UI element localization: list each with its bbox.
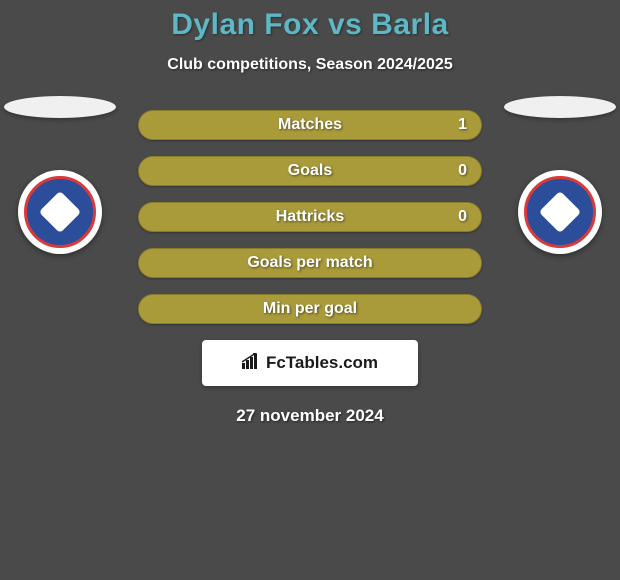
- stat-bar: Goals per match: [138, 248, 482, 278]
- club-logo-inner: [24, 176, 96, 248]
- stat-bar-label: Goals per match: [247, 254, 372, 272]
- date-text: 27 november 2024: [0, 406, 620, 426]
- stat-bar-label: Matches: [278, 116, 342, 134]
- club-logo-center: [39, 191, 81, 233]
- player-right-club-logo: [518, 170, 602, 254]
- club-logo-center: [539, 191, 581, 233]
- player-right-column: [500, 96, 620, 254]
- stat-bar-value-right: 0: [458, 162, 467, 180]
- player-left-column: [0, 96, 120, 254]
- bar-chart-icon: [242, 353, 262, 374]
- player-left-club-logo: [18, 170, 102, 254]
- brand-text: FcTables.com: [242, 353, 378, 374]
- stat-bar-label: Goals: [288, 162, 332, 180]
- stat-bar-label: Min per goal: [263, 300, 357, 318]
- stat-bars: Matches 1 Goals 0 Hattricks 0 Goals per match M…: [138, 110, 482, 324]
- stat-bar: Goals 0: [138, 156, 482, 186]
- player-left-photo-placeholder: [4, 96, 116, 118]
- stat-bar-label: Hattricks: [276, 208, 344, 226]
- stat-bar-value-right: 1: [458, 116, 467, 134]
- page-title: Dylan Fox vs Barla: [0, 8, 620, 42]
- brand-box: FcTables.com: [202, 340, 418, 386]
- stat-bar-fill-right: [310, 157, 481, 185]
- stat-bar: Hattricks 0: [138, 202, 482, 232]
- stats-area: Matches 1 Goals 0 Hattricks 0 Goals per match M…: [0, 110, 620, 426]
- subtitle: Club competitions, Season 2024/2025: [0, 56, 620, 74]
- brand-label: FcTables.com: [266, 353, 378, 373]
- comparison-infographic: Dylan Fox vs Barla Club competitions, Se…: [0, 0, 620, 426]
- club-logo-inner: [524, 176, 596, 248]
- stat-bar-fill-left: [139, 157, 310, 185]
- stat-bar-value-right: 0: [458, 208, 467, 226]
- player-right-photo-placeholder: [504, 96, 616, 118]
- stat-bar: Min per goal: [138, 294, 482, 324]
- stat-bar: Matches 1: [138, 110, 482, 140]
